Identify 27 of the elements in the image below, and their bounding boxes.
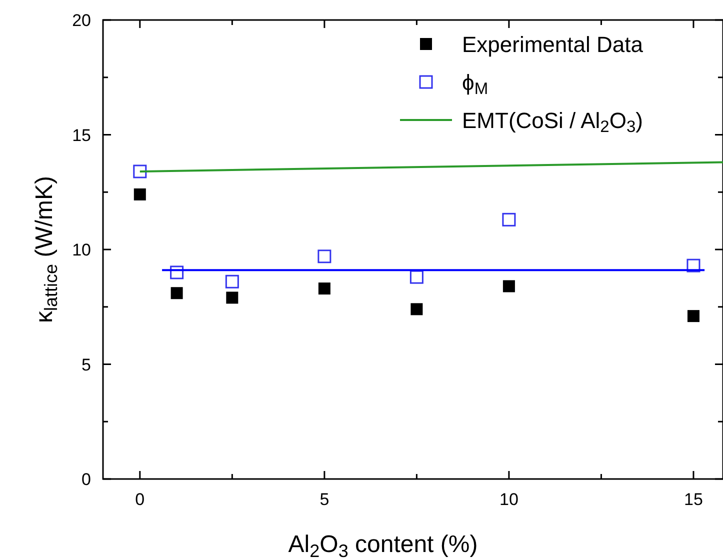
y-tick-label: 0 — [82, 470, 91, 489]
point — [502, 212, 516, 226]
point — [133, 164, 147, 178]
y-tick-label: 15 — [72, 126, 91, 145]
y-tick-label: 20 — [72, 11, 91, 30]
x-tick-label: 15 — [684, 490, 703, 509]
legend-label: EMT(CoSi / Al$_{2}$O$_{3}$) — [462, 108, 643, 136]
point — [410, 303, 423, 316]
point — [318, 250, 332, 264]
x-tick-label: 0 — [135, 490, 145, 509]
x-tick-label: 5 — [320, 490, 330, 509]
x-tick-label: 10 — [499, 490, 518, 509]
point — [170, 266, 184, 280]
point — [687, 310, 700, 322]
y-tick-label: 5 — [82, 355, 91, 374]
point — [225, 274, 239, 288]
point — [410, 270, 424, 284]
legend-label: Experimental Data — [462, 32, 644, 57]
y-tick-label: 10 — [72, 240, 91, 260]
point — [226, 292, 238, 304]
point — [170, 287, 183, 300]
point — [318, 282, 330, 295]
point — [134, 188, 146, 200]
x-axis-title: Al$_{2}$O$_{3}$ content (%) — [288, 531, 478, 560]
legend-label: ϕ$_{M}$ — [462, 70, 488, 98]
point — [502, 280, 515, 292]
point — [686, 258, 700, 272]
